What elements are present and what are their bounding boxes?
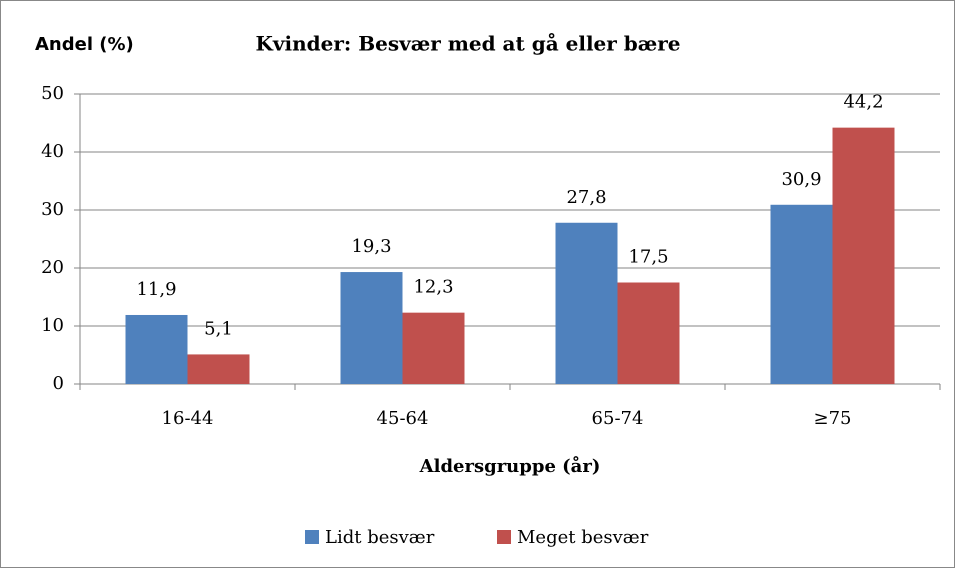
- value-label: 17,5: [628, 247, 668, 268]
- bar: [340, 272, 403, 384]
- x-tick-label: ≥75: [814, 408, 852, 429]
- bar: [125, 314, 188, 384]
- y-tick-label: 30: [41, 199, 64, 220]
- bar: [402, 312, 465, 384]
- bar: [555, 222, 618, 384]
- legend-swatch: [305, 530, 319, 544]
- value-label: 5,1: [204, 318, 233, 339]
- legend-label: Meget besvær: [517, 527, 649, 548]
- bar: [187, 354, 250, 384]
- y-tick-label: 50: [41, 83, 64, 104]
- bar: [832, 127, 895, 384]
- value-label: 30,9: [781, 169, 821, 190]
- value-label: 12,3: [413, 277, 453, 298]
- x-tick-label: 45-64: [377, 408, 429, 429]
- value-label: 19,3: [351, 236, 391, 257]
- value-label: 11,9: [136, 279, 176, 300]
- x-tick-label: 16-44: [162, 408, 214, 429]
- value-label: 44,2: [843, 92, 883, 113]
- y-tick-label: 0: [53, 373, 64, 394]
- x-axis-label: Aldersgruppe (år): [419, 454, 601, 477]
- chart-title: Kvinder: Besvær med at gå eller bære: [255, 32, 680, 56]
- y-axis-label: Andel (%): [35, 34, 134, 55]
- legend-label: Lidt besvær: [325, 527, 435, 548]
- y-tick-label: 40: [41, 141, 64, 162]
- x-tick-label: 65-74: [592, 408, 644, 429]
- value-label: 27,8: [566, 187, 606, 208]
- bar: [617, 282, 680, 384]
- y-tick-label: 10: [41, 315, 64, 336]
- bar: [770, 204, 833, 384]
- legend-swatch: [497, 530, 511, 544]
- y-tick-label: 20: [41, 257, 64, 278]
